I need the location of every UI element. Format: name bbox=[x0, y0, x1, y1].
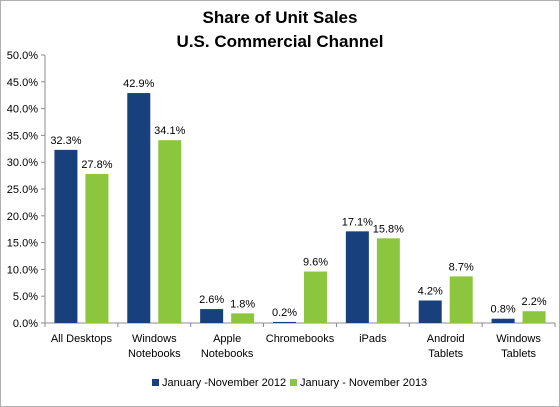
bar bbox=[376, 238, 400, 323]
data-label: 1.8% bbox=[230, 298, 255, 310]
y-tick-label: 0.0% bbox=[13, 318, 38, 330]
bar bbox=[304, 271, 327, 323]
data-label: 0.8% bbox=[491, 304, 516, 316]
y-tick-label: 35.0% bbox=[7, 130, 38, 142]
bar bbox=[158, 140, 182, 323]
y-tick-label: 5.0% bbox=[13, 291, 38, 303]
bar bbox=[231, 313, 255, 323]
legend-label: January - November 2013 bbox=[300, 377, 427, 389]
legend-swatch bbox=[290, 379, 297, 386]
data-label: 42.9% bbox=[123, 78, 154, 90]
y-tick-label: 20.0% bbox=[7, 211, 38, 223]
data-label: 34.1% bbox=[154, 125, 185, 137]
y-tick-label: 45.0% bbox=[7, 77, 38, 89]
chart-subtitle: U.S. Commercial Channel bbox=[176, 32, 384, 51]
data-label: 32.3% bbox=[50, 135, 81, 147]
legend-swatch bbox=[152, 379, 159, 386]
x-tick-label: Notebooks bbox=[201, 348, 254, 360]
x-tick-label: Windows bbox=[496, 333, 541, 345]
bar bbox=[491, 318, 515, 323]
y-tick-label: 25.0% bbox=[7, 184, 38, 196]
x-tick-label: Android bbox=[427, 333, 465, 345]
x-tick-label: Tablets bbox=[428, 348, 463, 360]
bar bbox=[85, 173, 109, 323]
legend-label: January -November 2012 bbox=[162, 377, 286, 389]
bar bbox=[345, 231, 369, 323]
bar bbox=[449, 276, 473, 323]
x-tick-label: Apple bbox=[213, 333, 241, 345]
y-tick-label: 30.0% bbox=[7, 157, 38, 169]
x-tick-label: Notebooks bbox=[128, 348, 181, 360]
bar bbox=[273, 321, 296, 323]
bar bbox=[200, 309, 224, 323]
chart-title: Share of Unit Sales bbox=[202, 8, 358, 27]
data-label: 4.2% bbox=[418, 285, 443, 297]
data-label: 8.7% bbox=[449, 261, 474, 273]
bar bbox=[418, 300, 442, 323]
x-tick-label: Tablets bbox=[501, 348, 536, 360]
data-label: 2.2% bbox=[522, 296, 547, 308]
x-tick-label: Chromebooks bbox=[266, 333, 335, 345]
data-label: 0.2% bbox=[272, 307, 297, 319]
data-label: 27.8% bbox=[81, 159, 112, 171]
bar bbox=[522, 311, 546, 323]
data-label: 2.6% bbox=[199, 294, 224, 306]
bar bbox=[127, 93, 151, 323]
x-tick-label: iPads bbox=[359, 333, 387, 345]
x-tick-label: All Desktops bbox=[51, 333, 113, 345]
y-tick-label: 40.0% bbox=[7, 104, 38, 116]
data-label: 9.6% bbox=[303, 257, 328, 269]
y-tick-label: 50.0% bbox=[7, 50, 38, 62]
x-tick-label: Windows bbox=[132, 333, 177, 345]
data-label: 15.8% bbox=[373, 223, 404, 235]
y-tick-label: 15.0% bbox=[7, 238, 38, 250]
y-tick-label: 10.0% bbox=[7, 264, 38, 276]
bar bbox=[54, 149, 78, 323]
data-label: 17.1% bbox=[342, 216, 373, 228]
